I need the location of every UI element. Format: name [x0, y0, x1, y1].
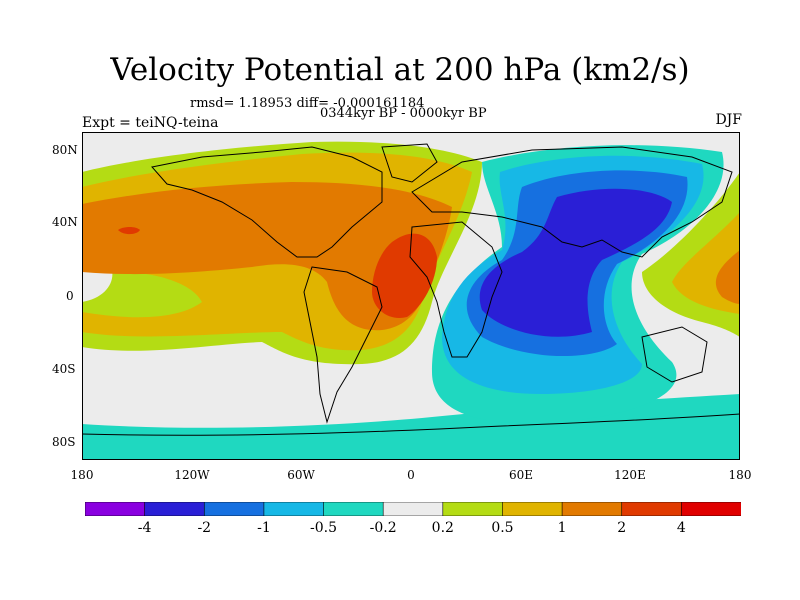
lon-label-0: 0 — [407, 468, 415, 482]
lat-label-40s: 40S — [52, 362, 76, 376]
lat-label-40n: 40N — [52, 215, 78, 229]
colorbar-swatch — [263, 502, 325, 516]
colorbar-swatch — [621, 502, 683, 516]
lon-label-60w: 60W — [287, 468, 315, 482]
contour-field — [82, 132, 740, 460]
map-panel — [82, 132, 740, 460]
map-frame — [82, 132, 740, 460]
colorbar-swatch — [144, 502, 206, 516]
lon-label-60e: 60E — [508, 468, 534, 482]
colorbar-label: 0.5 — [491, 520, 514, 536]
coast-africa — [409, 221, 503, 358]
coast-greenland — [381, 143, 438, 183]
lon-label-120w: 120W — [174, 468, 210, 482]
colorbar-swatch — [561, 502, 623, 516]
contour-redorange-pacific — [118, 227, 140, 235]
stats-text: rmsd= 1.18953 diff= -0.000161184 — [190, 96, 425, 111]
colorbar-label: -0.2 — [369, 520, 397, 536]
lat-label-80n: 80N — [52, 143, 78, 157]
colorbar-label: 4 — [676, 520, 686, 536]
coastlines — [82, 143, 740, 436]
coast-eurasia — [411, 146, 733, 258]
colorbar-swatch — [85, 502, 146, 516]
colorbar-label: 2 — [617, 520, 627, 536]
colorbar-label: 0.2 — [431, 520, 454, 536]
colorbar — [85, 502, 741, 516]
colorbar-label: -1 — [257, 520, 271, 536]
colorbar-swatch — [382, 502, 444, 516]
colorbar-swatch — [323, 502, 384, 516]
coast-antarctica — [82, 413, 740, 436]
season-label: DJF — [715, 112, 742, 128]
colorbar-label: -0.5 — [310, 520, 338, 536]
colorbar-swatch — [442, 502, 504, 516]
colorbar-label: 1 — [557, 520, 567, 536]
lon-label-120e: 120E — [614, 468, 646, 482]
colorbar-label: -4 — [137, 520, 152, 536]
plot-title: Velocity Potential at 200 hPa (km2/s) — [110, 52, 690, 88]
contour-orange-east — [715, 250, 740, 304]
coast-australia — [641, 326, 708, 383]
colorbar-swatch — [681, 502, 741, 516]
coast-north-america — [151, 146, 383, 258]
lon-label-180e: 180 — [728, 468, 752, 482]
colorbar-swatch — [502, 502, 563, 516]
experiment-label: Expt = teiNQ-teina — [82, 115, 219, 131]
contour-darkblue-indian — [479, 188, 672, 337]
lon-label-180w: 180 — [70, 468, 94, 482]
colorbar-swatch — [203, 502, 265, 516]
coast-south-america — [303, 266, 383, 424]
lat-label-80s: 80S — [52, 435, 76, 449]
contour-orange-west — [82, 182, 452, 331]
plot-subtitle: 0344kyr BP - 0000kyr BP — [320, 106, 487, 121]
contour-redorange-west — [372, 233, 437, 318]
colorbar-label: -2 — [197, 520, 212, 536]
lat-label-eq: 0 — [66, 289, 74, 303]
